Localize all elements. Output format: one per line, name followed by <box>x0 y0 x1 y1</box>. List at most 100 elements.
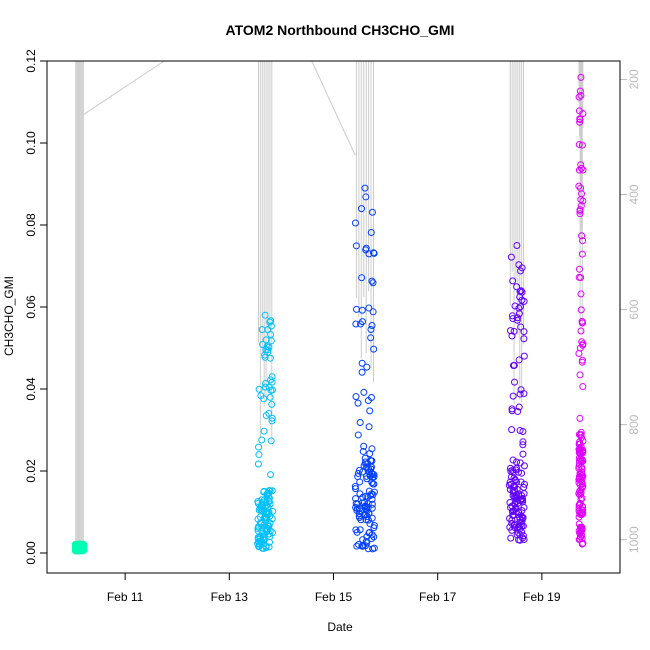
data-point <box>578 484 586 492</box>
plot-frame <box>46 60 621 574</box>
data-point <box>519 441 527 449</box>
data-point <box>363 363 371 371</box>
data-point <box>519 450 527 458</box>
data-point <box>352 242 360 250</box>
data-point <box>515 304 523 312</box>
data-point <box>506 514 514 522</box>
data-point <box>516 267 524 275</box>
data-point <box>364 493 372 501</box>
data-point <box>518 288 526 296</box>
data-point <box>516 515 524 523</box>
data-point <box>517 386 525 394</box>
data-point <box>261 379 269 387</box>
data-point <box>370 488 378 496</box>
data-point <box>366 407 374 415</box>
data-point <box>507 534 515 542</box>
data-point <box>577 306 585 314</box>
data-point <box>516 427 524 435</box>
data-point <box>519 438 527 446</box>
data-point <box>575 107 583 115</box>
data-point <box>576 210 584 218</box>
data-point <box>576 207 584 215</box>
data-point <box>579 197 587 205</box>
data-point <box>575 489 583 497</box>
data-point <box>267 317 275 325</box>
data-point <box>513 485 521 493</box>
data-point <box>362 511 370 519</box>
data-point <box>575 504 583 512</box>
data-point <box>575 182 583 190</box>
data-point <box>366 520 374 528</box>
data-point <box>370 249 378 257</box>
data-point <box>520 328 528 336</box>
y2-tick-label: 200 <box>627 69 641 89</box>
data-point <box>578 141 586 149</box>
x-axis-label: Date <box>327 620 353 634</box>
data-point <box>358 368 366 376</box>
pressure-profiles <box>75 60 584 548</box>
data-point <box>368 500 376 508</box>
data-point <box>515 403 523 411</box>
data-point <box>509 315 517 323</box>
data-point <box>520 462 528 470</box>
x-tick-label: Feb 13 <box>211 590 249 604</box>
data-point <box>513 283 521 291</box>
data-point <box>255 385 263 393</box>
data-point <box>258 436 266 444</box>
data-point <box>255 451 263 459</box>
data-point <box>509 362 517 370</box>
data-point <box>360 388 368 396</box>
y2-tick-label: 600 <box>627 299 641 319</box>
data-point <box>577 164 585 172</box>
x-tick-label: Feb 11 <box>107 590 144 604</box>
data-point <box>511 520 519 528</box>
data-point <box>264 493 272 501</box>
data-point <box>519 427 527 435</box>
data-point <box>575 141 583 149</box>
data-point <box>509 277 517 285</box>
data-point <box>367 393 375 401</box>
data-point <box>356 526 364 534</box>
data-point <box>354 431 362 439</box>
data-point <box>262 515 270 523</box>
data-point <box>575 265 583 273</box>
data-point <box>576 371 584 379</box>
data-point <box>576 509 584 517</box>
data-point <box>577 274 585 282</box>
data-point <box>255 443 263 451</box>
data-point <box>520 352 528 360</box>
data-point <box>507 467 515 475</box>
data-point <box>353 305 361 313</box>
data-point <box>261 383 269 391</box>
data-point <box>518 469 526 477</box>
y-tick-label: 0.02 <box>24 459 38 483</box>
y-tick-label: 0.08 <box>24 213 38 237</box>
data-point <box>577 495 585 503</box>
data-point <box>354 469 362 477</box>
data-point <box>510 378 518 386</box>
data-point <box>260 498 268 506</box>
data-point <box>263 491 271 499</box>
data-point <box>369 308 377 316</box>
data-point <box>352 495 360 503</box>
data-point <box>355 466 363 474</box>
data-point <box>362 516 370 524</box>
data-point <box>368 535 376 543</box>
data-point <box>360 442 368 450</box>
data-point <box>363 507 371 515</box>
data-point <box>351 483 359 491</box>
data-point <box>516 303 524 311</box>
data-point <box>511 524 519 532</box>
data-point <box>518 506 526 514</box>
data-point <box>354 399 362 407</box>
data-point <box>515 261 523 269</box>
data-point <box>358 499 366 507</box>
data-point <box>266 500 274 508</box>
data-point <box>577 91 585 99</box>
x-tick-label: Feb 15 <box>315 590 353 604</box>
data-point <box>517 323 525 331</box>
data-point <box>266 354 274 362</box>
data-point <box>515 356 523 364</box>
data-point <box>363 539 371 547</box>
data-point <box>364 516 372 524</box>
